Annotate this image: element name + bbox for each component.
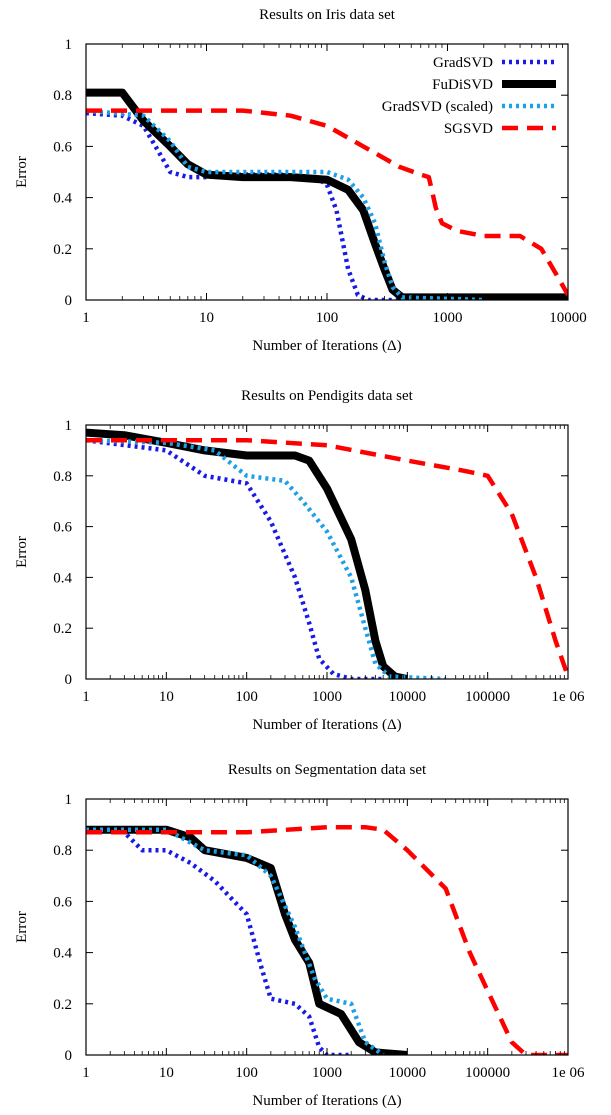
series-group (86, 428, 568, 679)
legend: GradSVD FuDiSVD GradSVD (scaled) SGSVD (382, 55, 556, 137)
chart-title: Results on Segmentation data set (228, 762, 427, 778)
y-tick-label: 0.8 (53, 843, 72, 859)
plot-frame (85, 798, 569, 1056)
series-line-2 (86, 825, 408, 1055)
series-line-4 (86, 108, 568, 297)
x-tick-label: 100 (235, 689, 258, 705)
series-line-1 (86, 110, 484, 300)
x-tick-label: 10 (159, 689, 174, 705)
x-tick-label: 1000 (312, 1065, 342, 1081)
x-tick-label: 100 (316, 310, 339, 326)
x-tick-label: 1 (82, 310, 90, 326)
y-axis-label: Error (14, 536, 30, 568)
plot-frame (85, 424, 569, 680)
y-tick-label: 0.6 (53, 139, 72, 155)
y-tick-label: 1 (65, 418, 73, 434)
series-line-2 (86, 428, 409, 679)
x-tick-label: 10000 (389, 1065, 427, 1081)
legend-label: FuDiSVD (432, 77, 493, 93)
y-tick-label: 0.8 (53, 469, 72, 485)
x-tick-label: 1 (82, 689, 90, 705)
chart-panel-2: Results on Pendigits data set 0 0.2 0.4 0.6 0… (14, 388, 585, 733)
y-tick-label: 0 (65, 293, 73, 309)
x-tick-label: 1e 06 (552, 1065, 585, 1081)
x-tick-label: 100 (235, 1065, 258, 1081)
x-tick-label: 10000 (389, 689, 427, 705)
series-line-1 (86, 827, 352, 1055)
y-tick-label: 0.8 (53, 88, 72, 104)
x-tick-label: 10 (159, 1065, 174, 1081)
x-tick-label: 1000 (312, 689, 342, 705)
y-tick-label: 0.4 (53, 946, 72, 962)
series-line-3 (86, 827, 385, 1055)
x-tick-label: 100000 (465, 1065, 510, 1081)
x-axis-label: Number of Iterations (Δ) (252, 717, 401, 733)
chart-title: Results on Pendigits data set (241, 388, 413, 404)
x-tick-label: 10000 (549, 310, 587, 326)
series-line-4 (86, 824, 568, 1055)
x-tick-label: 1 (82, 1065, 90, 1081)
y-tick-label: 0.6 (53, 520, 72, 536)
legend-label: GradSVD (scaled) (382, 99, 493, 115)
series-group (86, 824, 568, 1055)
legend-label: SGSVD (444, 121, 493, 137)
y-axis-label: Error (14, 156, 30, 188)
series-line-2 (86, 88, 568, 300)
y-tick-label: 0 (65, 672, 73, 688)
chart-panel-3: Results on Segmentation data set 0 0.2 0.4 0… (14, 762, 585, 1109)
y-tick-label: 1 (65, 37, 73, 53)
y-tick-label: 0 (65, 1048, 73, 1064)
series-line-3 (86, 108, 484, 300)
x-axis-label: Number of Iterations (Δ) (252, 1093, 401, 1109)
series-line-1 (86, 437, 384, 679)
y-tick-label: 0.4 (53, 191, 72, 207)
y-tick-label: 0.2 (53, 997, 72, 1013)
x-tick-label: 100000 (465, 689, 510, 705)
y-axis-label: Error (14, 911, 30, 943)
x-tick-label: 10 (199, 310, 214, 326)
series-group (86, 88, 568, 300)
y-tick-label: 0.6 (53, 894, 72, 910)
x-tick-label: 1e 06 (552, 689, 585, 705)
x-axis-label: Number of Iterations (Δ) (252, 338, 401, 354)
y-tick-label: 0.4 (53, 570, 72, 586)
y-tick-label: 1 (65, 792, 73, 808)
chart-panel-1: Results on Iris data set 0 0.2 0.4 0.6 0.8 1 1 1… (14, 7, 587, 354)
chart-title: Results on Iris data set (259, 7, 396, 23)
series-line-4 (86, 437, 568, 678)
x-tick-label: 1000 (433, 310, 463, 326)
y-tick-label: 0.2 (53, 621, 72, 637)
y-tick-label: 0.2 (53, 242, 72, 258)
legend-label: GradSVD (433, 55, 493, 71)
plot-frame (85, 43, 569, 301)
series-line-3 (86, 437, 446, 679)
